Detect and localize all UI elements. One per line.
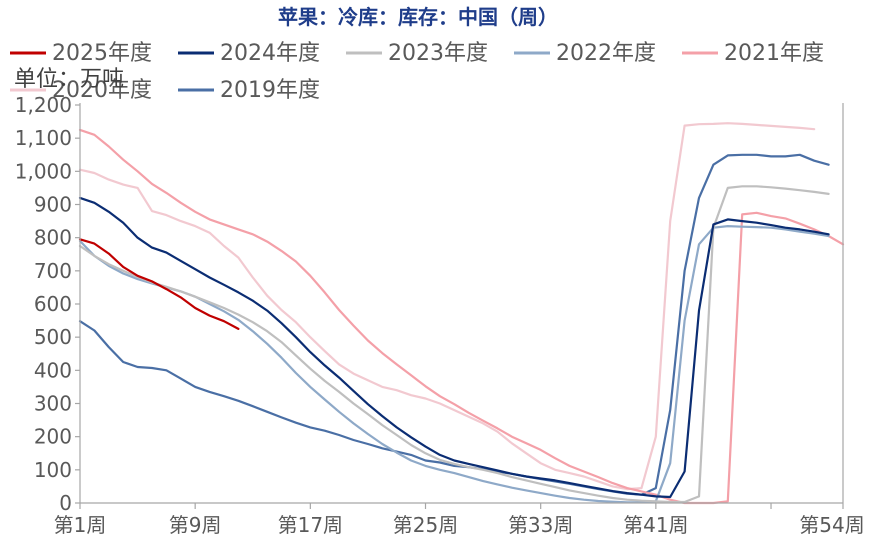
y-tick-label: 300: [34, 392, 72, 416]
x-tick-label: 第54周: [799, 513, 864, 537]
legend-label: 2021年度: [724, 41, 824, 66]
x-tick-label: 第41周: [623, 513, 688, 537]
legend-label: 2024年度: [220, 41, 320, 66]
y-tick-label: 500: [34, 325, 72, 349]
series-line-2020年度: [78, 122, 816, 491]
series-line-2024年度: [78, 196, 830, 499]
y-tick-label: 700: [34, 259, 72, 283]
y-tick-label: 100: [34, 458, 72, 482]
series-line-2023年度: [78, 185, 830, 504]
y-tick-label: 200: [34, 425, 72, 449]
x-tick-label: 第25周: [393, 513, 458, 537]
y-tick-label: 0: [59, 491, 72, 515]
y-tick-label: 900: [34, 193, 72, 217]
x-tick-label: 第9周: [169, 513, 222, 537]
y-tick-label: 800: [34, 226, 72, 250]
x-tick-label: 第33周: [508, 513, 573, 537]
legend-label: 2019年度: [220, 78, 320, 103]
x-tick-label: 第1周: [54, 513, 107, 537]
chart-title: 苹果：冷库：库存：中国（周）: [278, 5, 558, 29]
legend: 2025年度 2024年度 2023年度 2022年度 2021年度 2020年度 2019…: [10, 41, 824, 103]
series-line-2021年度: [78, 128, 845, 505]
axes: 0 100 200 300 400 500 600 700 800 900 1,000 1,100 1,…: [15, 93, 865, 537]
legend-label: 2020年度: [52, 78, 152, 103]
series-line-2019年度: [78, 153, 830, 496]
plot-area: [78, 122, 845, 505]
y-tick-label: 1,000: [15, 159, 72, 183]
series-line-2025年度: [78, 238, 240, 330]
legend-label: 2022年度: [556, 41, 656, 66]
y-tick-label: 1,200: [15, 93, 72, 117]
legend-label: 2023年度: [388, 41, 488, 66]
unit-label: 单位：万吨: [14, 67, 124, 92]
legend-label: 2025年度: [52, 41, 152, 66]
x-tick-label: 第17周: [278, 513, 343, 537]
y-tick-label: 400: [34, 358, 72, 382]
y-tick-label: 1,100: [15, 126, 72, 150]
y-tick-label: 600: [34, 292, 72, 316]
